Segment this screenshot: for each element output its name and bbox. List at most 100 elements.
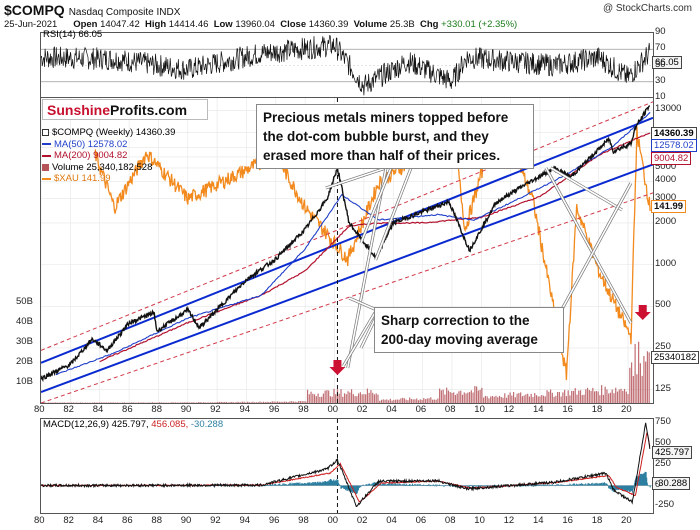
macd-hist-bar	[331, 479, 333, 486]
macd-hist-bar	[333, 481, 335, 486]
rsi-value-tag: 66.05	[652, 56, 682, 69]
volume-bar	[569, 395, 571, 403]
macd-hist-bar	[281, 484, 283, 486]
macd-hist-bar	[315, 481, 317, 486]
macd-hist-bar	[481, 485, 483, 487]
volume-bar	[497, 397, 499, 403]
macd-hist-bar	[95, 484, 97, 486]
x-tick-label: 08	[444, 515, 456, 526]
volume-bar	[269, 402, 272, 403]
macd-hist-bar	[582, 483, 584, 486]
macd-hist-bar	[290, 482, 292, 486]
macd-hist-bar	[605, 483, 607, 486]
macd-hist-bar	[358, 485, 360, 490]
macd-hist-bar	[441, 485, 443, 487]
volume-y-tick: 20B	[16, 356, 33, 367]
volume-bar	[541, 395, 543, 403]
macd-hist-bar	[308, 483, 310, 486]
macd-hist-bar	[572, 484, 574, 486]
macd-hist-bar	[335, 480, 337, 486]
macd-hist-bar	[328, 479, 330, 486]
macd-hist-bar	[645, 472, 647, 486]
macd-hist-bar	[311, 482, 313, 486]
macd-hist-bar	[595, 482, 597, 486]
volume-bar	[546, 390, 548, 403]
macd-hist-bar	[437, 484, 439, 486]
macd-hist-bar	[557, 484, 559, 486]
macd-hist-bar	[323, 482, 325, 486]
volume-bar	[553, 396, 555, 403]
macd-hist-bar	[498, 484, 500, 486]
macd-hist-bar	[474, 485, 476, 486]
macd-hist-bar	[642, 473, 644, 486]
macd-hist-bar	[327, 480, 329, 486]
macd-hist-bar	[430, 485, 432, 487]
macd-hist-bar	[569, 484, 571, 486]
macd-hist-bar	[646, 477, 648, 486]
volume-bar	[291, 401, 293, 403]
macd-hist-bar	[382, 484, 384, 486]
macd-hist-bar	[386, 484, 388, 486]
macd-hist-bar	[552, 485, 554, 486]
macd-hist-bar	[630, 485, 632, 491]
macd-hist-bar	[588, 483, 590, 486]
macd-hist-bar	[376, 483, 378, 486]
volume-bar	[275, 401, 277, 403]
callout-pointer	[325, 167, 387, 189]
macd-hist-bar	[370, 484, 372, 486]
volume-bar	[567, 390, 569, 403]
macd-hist-bar	[284, 484, 286, 486]
macd-hist-bar	[324, 481, 326, 486]
macd-hist-bar	[319, 481, 321, 486]
volume-bar	[336, 389, 339, 403]
macd-hist-bar	[634, 480, 636, 486]
volume-bar	[122, 402, 124, 403]
macd-hist-bar	[360, 485, 362, 488]
macd-hist-bar	[594, 483, 596, 486]
volume-bar	[565, 396, 568, 403]
macd-hist-bar	[578, 484, 580, 486]
macd-hist-bar	[371, 483, 373, 486]
macd-hist-bar	[463, 485, 465, 487]
macd-hist-bar	[423, 484, 425, 486]
macd-hist-bar	[294, 483, 296, 486]
macd-hist-bar	[364, 485, 366, 487]
macd-hist-bar	[542, 484, 544, 486]
macd-hist-bar	[343, 485, 345, 489]
macd-hist-bar	[629, 485, 631, 492]
macd-y-tick: 500	[655, 436, 671, 448]
macd-hist-bar	[412, 483, 414, 486]
macd-hist-bar	[349, 485, 351, 491]
ma50-line	[55, 111, 651, 376]
volume-bar	[629, 367, 631, 403]
volume-bar	[423, 398, 425, 403]
volume-bar	[321, 396, 323, 403]
volume-y-tick: 30B	[16, 336, 33, 347]
macd-hist-bar	[164, 485, 166, 487]
macd-hist-bar	[444, 485, 446, 486]
macd-hist-bar	[390, 484, 392, 486]
volume-bar	[262, 401, 265, 403]
volume-bar	[618, 389, 620, 403]
volume-bar	[312, 393, 314, 403]
volume-bar	[599, 395, 601, 403]
volume-bar	[622, 390, 624, 403]
macd-hist-bar	[608, 485, 610, 488]
volume-bar	[398, 399, 400, 403]
volume-bar	[558, 392, 560, 403]
volume-bar	[419, 399, 421, 403]
price-y-tick: 1000	[655, 257, 677, 269]
volume-bar	[548, 391, 550, 403]
macd-hist-bar	[621, 485, 623, 490]
macd-hist-bar	[534, 485, 536, 487]
macd-hist-bar	[292, 482, 294, 486]
macd-hist-bar	[477, 485, 479, 487]
macd-hist-bar	[480, 485, 482, 486]
volume-bar	[257, 402, 259, 403]
macd-hist-bar	[485, 485, 487, 487]
volume-bar	[576, 394, 578, 403]
macd-hist-bar	[574, 483, 576, 486]
macd-hist-bar	[640, 474, 642, 486]
macd-hist-bar	[355, 485, 357, 494]
volume-bar	[602, 394, 605, 403]
